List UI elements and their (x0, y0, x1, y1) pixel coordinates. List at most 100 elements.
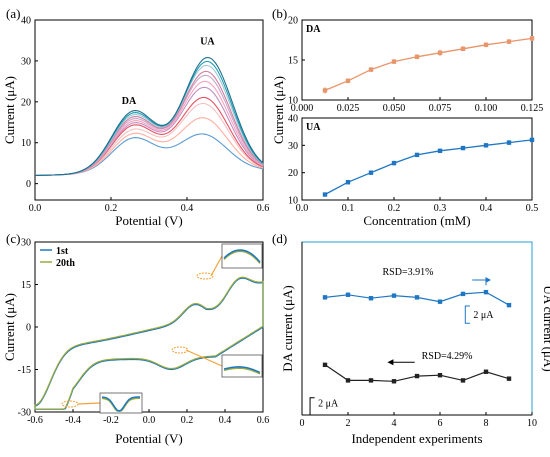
panel-b-da-point (414, 54, 420, 59)
c-legend-label-1st: 1st (56, 246, 69, 257)
panel-b-da-point (322, 88, 328, 93)
panel-b-ua-xtick-label: 0.3 (434, 203, 447, 214)
d-da-point (414, 373, 420, 379)
panel-b-ua-point (368, 170, 374, 175)
c-xlabel: Potential (V) (115, 431, 183, 446)
panel-label-b: (b) (272, 6, 287, 21)
d-da-point (368, 378, 374, 383)
panel-b-da-line (324, 37, 533, 91)
c-zoom-target (171, 346, 189, 354)
panel-b-da-inner-label: DA (306, 24, 321, 35)
panel-b-da-point (368, 67, 374, 72)
panel-b-ua-ytick-label: 40 (288, 114, 298, 125)
c-xtick-label: -0.6 (27, 415, 43, 426)
d-da-point (345, 378, 351, 383)
panel-b-ua-ytick-label: 20 (288, 168, 298, 179)
d-da-point (322, 362, 328, 368)
panel-b-da-point (506, 39, 512, 44)
b-xlabel: Concentration (mM) (363, 213, 470, 228)
d-arrowhead-ua (485, 277, 491, 284)
c-xtick-label: 0.6 (257, 415, 270, 426)
c-legend-label-20th: 20th (56, 258, 75, 269)
a-frame (34, 19, 264, 201)
d-ylabel-left: DA current (μA) (280, 285, 295, 371)
c-inset-curve-20th (223, 250, 261, 264)
c-zoom-pointer (77, 402, 101, 405)
chart-a: 0.0 0.2 0.4 0.6 0 10 20 30 40 Potential (V) Curren… (2, 16, 269, 229)
c-ytick-label: 15 (21, 280, 31, 291)
d-ua-point (391, 293, 397, 298)
panel-b-ua-xtick-label: 0.0 (296, 203, 309, 214)
panel-b-ua-point (506, 140, 512, 145)
panel-b-ua-inner-label: UA (306, 122, 321, 133)
d-xtick-label: 6 (438, 418, 443, 429)
a-ytick-label: 10 (21, 138, 31, 149)
a-annot-da: DA (122, 96, 137, 107)
panel-b-ua-xtick-label: 0.1 (342, 203, 355, 214)
panel-b-da-ytick-label: 10 (288, 96, 298, 107)
panel-b-da-point (529, 36, 535, 41)
c-zoom-target (61, 400, 79, 408)
panel-b-da-xtick-label: 0.100 (475, 103, 498, 114)
d-ua-point (506, 302, 512, 308)
a-ytick-label: 20 (21, 97, 31, 108)
d-ua-point (483, 289, 489, 295)
c-xtick-label: -0.4 (65, 415, 81, 426)
a-curve (34, 70, 264, 177)
a-ylabel: Current (μA) (2, 76, 17, 144)
panel-b-ua-point (483, 143, 489, 148)
a-xtick-label: 0.0 (29, 203, 42, 214)
c-curve-20th (34, 276, 264, 410)
d-da-point (506, 376, 512, 381)
c-xtick-label: 0.0 (143, 415, 156, 426)
panel-b-da-xtick-label: 0.000 (291, 103, 314, 114)
panel-b-ua-point (529, 137, 535, 143)
d-da-point (483, 369, 489, 374)
c-zoom-pointer (185, 349, 223, 367)
c-ytick-label: 30 (21, 238, 31, 249)
chart-c: -0.6 -0.4 -0.2 0.0 0.2 0.4 0.6 -30 -15 0 15 30 Poten… (2, 238, 269, 447)
panel-b-da-ytick-label: 15 (288, 56, 298, 67)
a-xtick-label: 0.2 (105, 203, 118, 214)
c-zoom-inset (221, 354, 263, 378)
a-curve (34, 56, 264, 177)
d-ylabel-right: UA current (μA) (541, 285, 550, 371)
d-da-point (391, 379, 397, 384)
panel-b-ua-ytick-label: 30 (288, 141, 298, 152)
c-ylabel: Current (μA) (2, 293, 17, 361)
panel-b-ua-point (460, 145, 466, 151)
d-rsd-ua: RSD=3.91% (383, 267, 434, 278)
panel-b-da-point (345, 78, 351, 83)
c-ytick-label: 0 (26, 323, 31, 334)
c-xtick-label: 0.2 (181, 415, 194, 426)
c-zoom-pointer (210, 255, 223, 277)
d-ua-point (460, 291, 466, 297)
panel-b-da-point (483, 42, 489, 47)
panel-b-da-xtick-label: 0.050 (383, 103, 406, 114)
panel-b-ua-frame (301, 117, 533, 201)
c-inset-curve-1st (223, 366, 261, 374)
panel-b-ua-ytick-label: 10 (288, 196, 298, 207)
panel-b-ua-point (437, 148, 443, 153)
d-xtick-label: 0 (300, 418, 305, 429)
a-annot-ua: UA (200, 37, 215, 48)
d-xtick-label: 8 (484, 418, 489, 429)
b-ylabel: Current (μA) (271, 76, 286, 144)
d-ua-point (437, 299, 443, 304)
panel-b-ua-xtick-label: 0.5 (526, 203, 539, 214)
d-xtick-label: 2 (346, 418, 351, 429)
panel-label-d: (d) (272, 231, 287, 246)
a-ytick-label: 40 (21, 16, 31, 27)
panel-b-da-xtick-label: 0.125 (521, 103, 544, 114)
a-xtick-label: 0.6 (257, 203, 270, 214)
d-ua-point (368, 296, 374, 301)
d-scalebar-ua (464, 305, 470, 324)
d-da-point (460, 378, 466, 383)
c-inset-curve-20th (223, 367, 261, 375)
d-xtick-label: 10 (527, 418, 537, 429)
panel-label-c: (c) (6, 231, 20, 246)
c-inset-curve-1st (101, 396, 140, 412)
panel-b-da-xtick-label: 0.025 (337, 103, 360, 114)
chart-d: 0 2 4 6 8 10 Independent experiments DA current… (280, 241, 550, 446)
panel-b-ua-point (391, 160, 397, 166)
